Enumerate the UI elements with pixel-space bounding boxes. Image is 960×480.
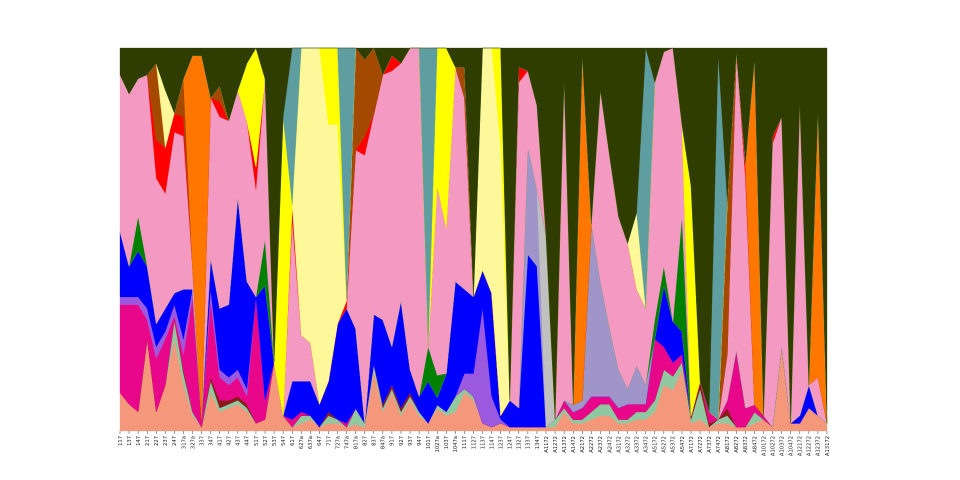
x-tick-label: 727a: [335, 436, 341, 449]
x-tick-label: 137: [127, 436, 133, 446]
x-tick-label: A2372: [598, 436, 604, 453]
x-tick-label: 317a: [181, 436, 187, 449]
x-tick-label: A1372: [562, 436, 568, 453]
x-tick-label: 117: [118, 436, 124, 446]
x-tick-label: 617: [290, 436, 296, 446]
x-tick-label: 537: [272, 436, 278, 446]
x-tick-label: 927: [399, 436, 405, 446]
x-tick-label: 1127: [471, 436, 477, 449]
x-axis: 117 137 147 217 227 237 247 317a 327a 337 347 417 42…: [118, 431, 831, 456]
x-tick-label: A5372: [671, 436, 677, 453]
x-tick-label: 937: [408, 436, 414, 446]
x-tick-label: 447: [245, 436, 251, 446]
x-tick-label: 347: [208, 436, 214, 446]
x-tick-label: A7272: [698, 436, 704, 453]
x-tick-label: A8472: [752, 436, 758, 453]
x-tick-label: A7472: [716, 436, 722, 453]
area-layers: [119, 47, 828, 432]
x-tick-label: 1337: [526, 436, 532, 449]
x-tick-label: A2472: [607, 436, 613, 453]
x-tick-label: A3172: [616, 436, 622, 453]
x-tick-label: 147: [136, 436, 142, 446]
x-tick-label: A1472: [571, 436, 577, 453]
x-tick-label: A2172: [580, 436, 586, 453]
x-tick-label: 437: [236, 436, 242, 446]
x-tick-label: A8172: [725, 436, 731, 453]
x-tick-label: A3472: [644, 436, 650, 453]
x-tick-label: 847a: [381, 436, 387, 449]
x-tick-label: A5172: [653, 436, 659, 453]
x-tick-label: 1047a: [453, 436, 459, 452]
x-tick-label: A5472: [680, 436, 686, 453]
x-tick-label: A12272: [807, 436, 813, 456]
x-tick-label: 1027a: [435, 436, 441, 452]
x-tick-label: 1327: [517, 436, 523, 449]
x-tick-label: 1247: [508, 436, 514, 449]
x-tick-label: A12172: [798, 436, 804, 456]
x-tick-label: 837: [372, 436, 378, 446]
x-tick-label: 747a: [344, 436, 350, 449]
x-tick-label: 327a: [190, 436, 196, 449]
x-tick-label: A1172: [544, 436, 550, 453]
x-tick-label: 647: [317, 436, 323, 446]
area-series-16: [119, 47, 828, 424]
x-tick-label: A1272: [553, 436, 559, 453]
x-tick-label: A7172: [689, 436, 695, 453]
x-tick-label: 717: [326, 436, 332, 446]
x-tick-label: A10172: [761, 436, 767, 456]
x-tick-label: 1147: [489, 436, 495, 449]
x-tick-label: 517: [254, 436, 260, 446]
x-tick-label: 627a: [299, 436, 305, 449]
x-tick-label: 917: [390, 436, 396, 446]
x-tick-label: 247: [172, 436, 178, 446]
x-tick-label: 1117: [462, 436, 468, 449]
x-tick-label: 947: [417, 436, 423, 446]
x-tick-label: 1347: [535, 436, 541, 449]
x-tick-label: A2272: [589, 436, 595, 453]
x-tick-label: A8372: [743, 436, 749, 453]
x-tick-label: 527: [263, 436, 269, 446]
x-tick-label: A10272: [770, 436, 776, 456]
x-tick-label: A13172: [825, 436, 831, 456]
x-tick-label: A7372: [707, 436, 713, 453]
x-tick-label: A3272: [625, 436, 631, 453]
x-tick-label: 217: [145, 436, 151, 446]
x-tick-label: 1037: [444, 436, 450, 449]
x-tick-label: A10472: [789, 436, 795, 456]
x-tick-label: 427: [227, 436, 233, 446]
x-tick-label: 827: [363, 436, 369, 446]
x-tick-label: 817a: [353, 436, 359, 449]
x-tick-label: 237: [163, 436, 169, 446]
x-tick-label: A10372: [779, 436, 785, 456]
x-tick-label: 1017: [426, 436, 432, 449]
x-tick-label: 337: [199, 436, 205, 446]
x-tick-label: A12372: [816, 436, 822, 456]
x-tick-label: A3372: [634, 436, 640, 453]
x-tick-label: 417: [218, 436, 224, 446]
x-tick-label: A8272: [734, 436, 740, 453]
x-tick-label: 547: [281, 436, 287, 446]
x-tick-label: 227: [154, 436, 160, 446]
x-tick-label: A5272: [662, 436, 668, 453]
x-tick-label: 1137: [480, 436, 486, 449]
x-tick-label: 637a: [308, 436, 314, 449]
x-tick-label: 1237: [498, 436, 504, 449]
